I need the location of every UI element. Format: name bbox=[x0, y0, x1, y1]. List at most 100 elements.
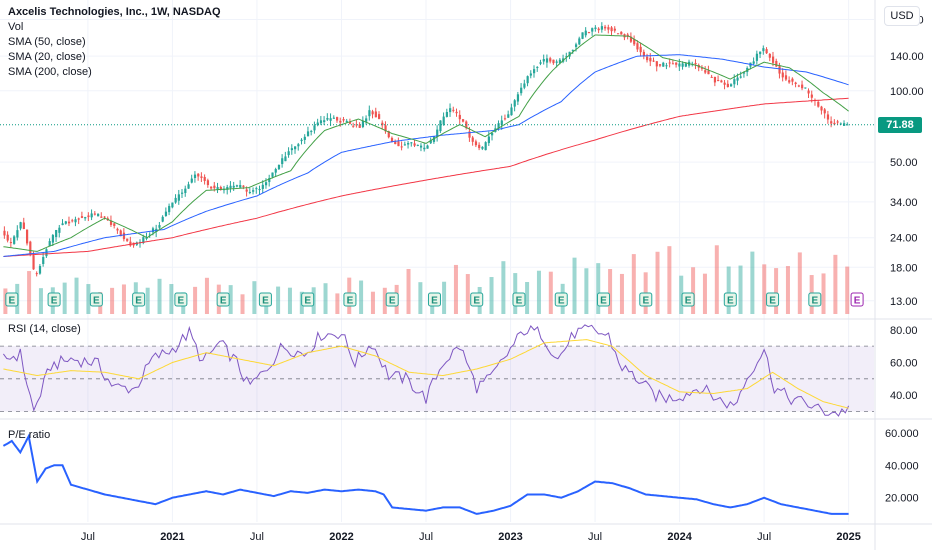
volume-bar bbox=[714, 245, 719, 314]
candle-body bbox=[158, 225, 161, 228]
volume-bar bbox=[501, 261, 506, 314]
candle-body bbox=[371, 111, 374, 115]
candle-body bbox=[235, 185, 239, 187]
candle-body bbox=[403, 144, 407, 146]
volume-bar bbox=[323, 283, 328, 314]
legend-sma20[interactable]: SMA (20, close) bbox=[8, 51, 86, 63]
candle-body bbox=[87, 215, 90, 218]
volume-bar bbox=[287, 287, 292, 314]
candle-body bbox=[675, 62, 678, 65]
volume-bar bbox=[193, 286, 198, 314]
earnings-marker-label: E bbox=[93, 296, 100, 307]
candle-body bbox=[29, 241, 32, 254]
candle-body bbox=[109, 220, 113, 225]
volume-bar bbox=[359, 280, 364, 314]
earnings-marker bbox=[174, 292, 188, 307]
candle-body bbox=[584, 30, 587, 36]
legend-sma200[interactable]: SMA (200, close) bbox=[8, 66, 92, 78]
candle-body bbox=[823, 109, 826, 114]
candle-body bbox=[329, 118, 332, 121]
candle-body bbox=[177, 194, 180, 201]
candle-body bbox=[791, 78, 794, 82]
volume-bar bbox=[762, 264, 767, 314]
candle-body bbox=[439, 120, 442, 132]
earnings-marker-label: E bbox=[727, 296, 734, 307]
time-axis-label: Jul bbox=[250, 531, 264, 543]
earnings-marker bbox=[427, 292, 441, 307]
earnings-marker bbox=[89, 292, 103, 307]
candle-body bbox=[129, 241, 132, 246]
earnings-marker bbox=[216, 292, 230, 307]
pe-label[interactable]: P/E ratio bbox=[8, 429, 51, 441]
candle-body bbox=[200, 176, 203, 178]
candle-body bbox=[216, 187, 219, 190]
candle-body bbox=[103, 216, 106, 218]
candle-body bbox=[416, 144, 419, 146]
candle-body bbox=[574, 44, 578, 47]
candle-body bbox=[839, 123, 842, 125]
candle-body bbox=[484, 142, 487, 151]
candle-body bbox=[339, 120, 342, 123]
candle-body bbox=[826, 114, 830, 120]
rsi-axis-label: 60.00 bbox=[890, 357, 918, 369]
earnings-marker bbox=[681, 292, 695, 307]
candle-body bbox=[801, 84, 804, 89]
candle-body bbox=[616, 33, 620, 35]
candle-body bbox=[788, 80, 791, 83]
earnings-marker-label: E bbox=[473, 296, 480, 307]
candle-body bbox=[419, 145, 423, 148]
legend-sma50[interactable]: SMA (50, close) bbox=[8, 36, 86, 48]
candle-body bbox=[481, 146, 484, 149]
earnings-marker bbox=[639, 292, 653, 307]
volume-bar bbox=[442, 281, 447, 314]
candle-body bbox=[239, 185, 242, 188]
candle-body bbox=[500, 120, 503, 125]
earnings-marker-label: E bbox=[8, 296, 15, 307]
volume-bar bbox=[74, 277, 79, 314]
candle-body bbox=[174, 197, 177, 203]
earnings-marker-label: E bbox=[811, 296, 818, 307]
candle-body bbox=[604, 26, 607, 29]
volume-bar bbox=[785, 266, 790, 314]
candle-body bbox=[720, 80, 723, 83]
earnings-marker-label: E bbox=[178, 296, 185, 307]
rsi-label[interactable]: RSI (14, close) bbox=[8, 323, 81, 335]
volume-bar bbox=[252, 281, 257, 314]
candle-body bbox=[374, 111, 377, 118]
candle-body bbox=[248, 191, 252, 193]
candle-body bbox=[768, 53, 771, 58]
candle-body bbox=[168, 205, 171, 213]
candle-body bbox=[523, 83, 526, 88]
volume-bar bbox=[619, 273, 624, 314]
candle-body bbox=[633, 39, 636, 45]
volume-bar bbox=[406, 268, 411, 314]
volume-bar bbox=[750, 251, 755, 314]
sma200-line bbox=[3, 97, 849, 257]
earnings-marker bbox=[808, 292, 822, 307]
candle-body bbox=[581, 32, 584, 39]
candle-body bbox=[323, 120, 326, 123]
earnings-marker bbox=[470, 292, 484, 307]
candle-body bbox=[694, 62, 697, 65]
candle-body bbox=[180, 192, 184, 194]
candle-body bbox=[533, 69, 536, 74]
volume-bar bbox=[584, 268, 589, 314]
price-axis-label: 18.00 bbox=[890, 262, 918, 274]
rsi-ma-line bbox=[3, 339, 849, 409]
candle-body bbox=[219, 187, 222, 190]
candle-body bbox=[662, 62, 665, 67]
legend-volume[interactable]: Vol bbox=[8, 21, 24, 33]
candle-body bbox=[100, 216, 103, 218]
candle-body bbox=[80, 216, 84, 218]
currency-selector[interactable]: USD bbox=[884, 6, 920, 26]
candle-body bbox=[213, 185, 216, 189]
earnings-marker-label: E bbox=[262, 296, 269, 307]
candle-body bbox=[303, 136, 306, 140]
candle-body bbox=[429, 140, 432, 144]
candle-body bbox=[733, 79, 736, 85]
volume-bar bbox=[110, 287, 115, 314]
candle-body bbox=[58, 227, 61, 233]
candle-body bbox=[491, 132, 494, 136]
candle-body bbox=[368, 110, 371, 117]
